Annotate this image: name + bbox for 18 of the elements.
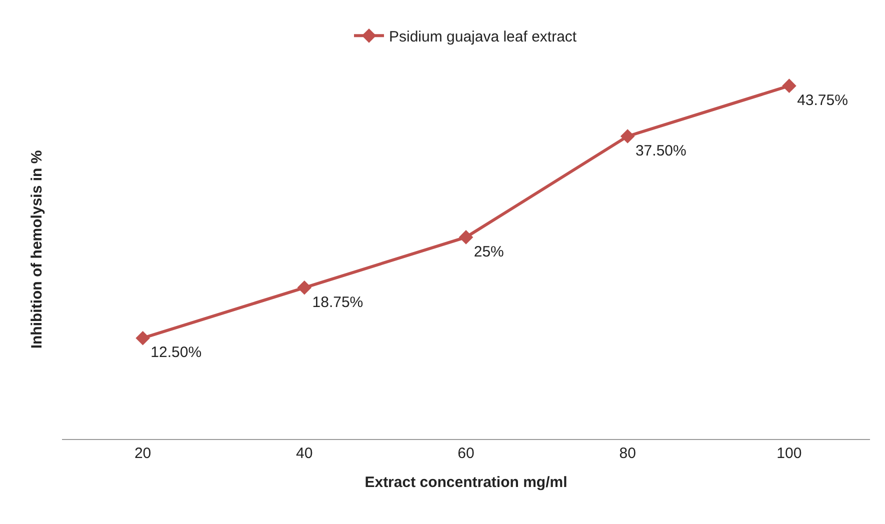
data-label: 12.50% <box>150 344 202 362</box>
x-tick-label: 60 <box>458 445 474 462</box>
point <box>458 230 474 244</box>
point <box>620 129 635 144</box>
data-label: 18.75% <box>312 294 364 311</box>
point <box>297 280 312 295</box>
y-axis-title: Inhibition of hemolysis in % <box>28 150 46 349</box>
point <box>136 330 150 346</box>
x-tick-label: 80 <box>619 445 636 462</box>
point <box>782 78 796 93</box>
x-tick-label: 20 <box>134 445 152 462</box>
x-tick-label: 40 <box>296 445 313 462</box>
data-label: 25% <box>474 243 504 260</box>
x-tick-label: 100 <box>776 445 802 462</box>
data-label: 37.50% <box>635 142 686 160</box>
legend-label: Psidium guajava leaf extract <box>389 28 578 46</box>
x-axis-title: Extract concentration mg/ml <box>364 474 568 491</box>
data-label: 43.75% <box>797 92 848 109</box>
